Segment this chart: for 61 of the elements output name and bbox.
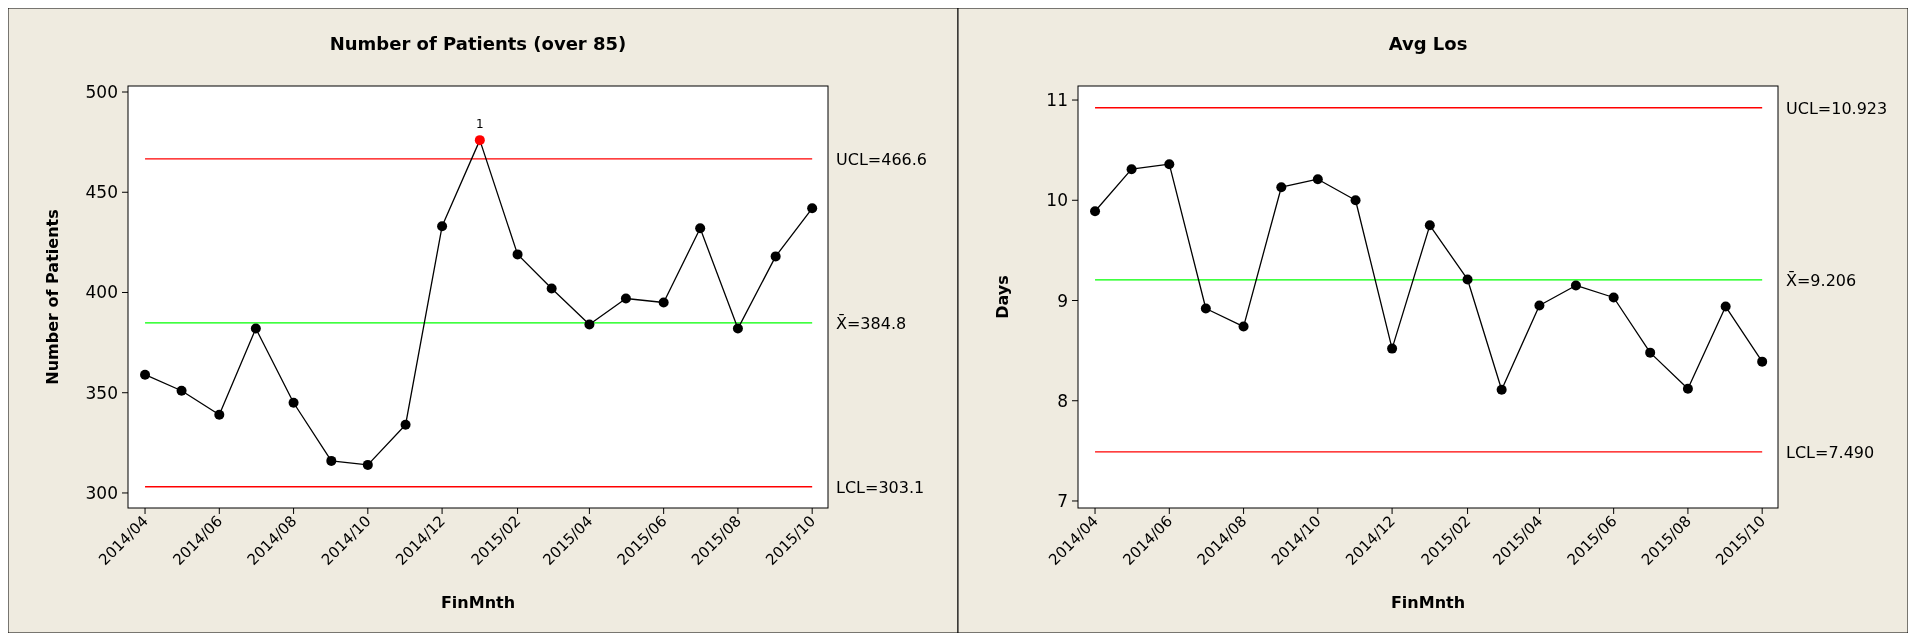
- y-tick-label: 400: [85, 282, 118, 303]
- ref-line-label: X̄=9.206: [1786, 270, 1857, 290]
- point: [400, 419, 411, 430]
- point: [474, 135, 485, 146]
- point: [1608, 292, 1619, 303]
- point: [620, 293, 631, 304]
- point: [1496, 384, 1507, 395]
- y-tick-label: 7: [1057, 490, 1068, 511]
- y-axis-title: Days: [993, 275, 1012, 319]
- point: [732, 323, 743, 334]
- chart-title: Avg Los: [1388, 33, 1468, 54]
- point: [1238, 321, 1249, 332]
- point: [807, 203, 818, 214]
- x-axis-title: FinMnth: [440, 593, 516, 612]
- y-tick-label: 350: [85, 382, 118, 403]
- point: [770, 251, 781, 262]
- ref-line-label: UCL=466.6: [836, 149, 928, 169]
- point: [658, 297, 669, 308]
- y-tick-label: 8: [1057, 390, 1068, 411]
- y-tick-label: 450: [85, 182, 118, 203]
- point: [326, 455, 337, 466]
- point: [1757, 356, 1768, 367]
- ref-line-label: X̄=384.8: [836, 313, 907, 333]
- point: [1387, 343, 1398, 354]
- point: [1682, 383, 1693, 394]
- y-tick-label: 300: [85, 482, 118, 503]
- point: [250, 323, 261, 334]
- point: [1350, 195, 1361, 206]
- point: [140, 369, 151, 380]
- point: [1424, 220, 1435, 231]
- annotation: 1: [476, 117, 484, 132]
- point: [1462, 274, 1473, 285]
- point: [1534, 300, 1545, 311]
- point: [1200, 303, 1211, 314]
- point: [546, 283, 557, 294]
- point: [288, 397, 299, 408]
- y-tick-label: 11: [1046, 90, 1068, 111]
- ref-line-label: UCL=10.923: [1786, 98, 1888, 118]
- point: [1126, 164, 1137, 175]
- point: [1090, 206, 1101, 217]
- y-tick-label: 9: [1057, 290, 1068, 311]
- point: [1645, 347, 1656, 358]
- point: [1720, 301, 1731, 312]
- point: [176, 385, 187, 396]
- ref-line-label: LCL=7.490: [1786, 442, 1875, 462]
- x-axis-title: FinMnth: [1390, 593, 1466, 612]
- point: [512, 249, 523, 260]
- y-tick-label: 10: [1046, 190, 1068, 211]
- y-axis-title: Number of Patients: [43, 209, 62, 385]
- point: [1312, 174, 1323, 185]
- point: [584, 319, 595, 330]
- point: [437, 221, 448, 232]
- ref-line-label: LCL=303.1: [836, 477, 925, 497]
- point: [1276, 182, 1287, 193]
- chart-title: Number of Patients (over 85): [329, 33, 627, 54]
- point: [695, 223, 706, 234]
- y-tick-label: 500: [85, 82, 118, 103]
- point: [1570, 280, 1581, 291]
- point: [1164, 159, 1175, 170]
- point: [362, 459, 373, 470]
- point: [214, 409, 225, 420]
